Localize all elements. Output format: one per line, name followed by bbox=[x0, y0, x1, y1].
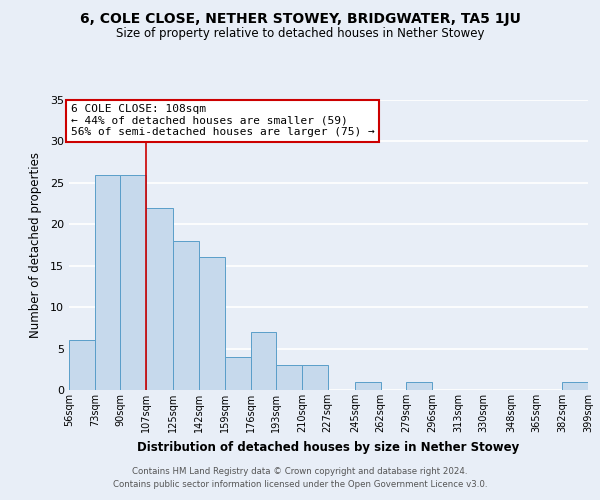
Text: Contains HM Land Registry data © Crown copyright and database right 2024.: Contains HM Land Registry data © Crown c… bbox=[132, 467, 468, 476]
Text: 6, COLE CLOSE, NETHER STOWEY, BRIDGWATER, TA5 1JU: 6, COLE CLOSE, NETHER STOWEY, BRIDGWATER… bbox=[80, 12, 520, 26]
Bar bbox=[199, 258, 225, 390]
Bar bbox=[406, 382, 432, 390]
Bar bbox=[121, 174, 146, 390]
Bar bbox=[225, 357, 251, 390]
Text: Contains public sector information licensed under the Open Government Licence v3: Contains public sector information licen… bbox=[113, 480, 487, 489]
Bar bbox=[276, 365, 302, 390]
Y-axis label: Number of detached properties: Number of detached properties bbox=[29, 152, 41, 338]
X-axis label: Distribution of detached houses by size in Nether Stowey: Distribution of detached houses by size … bbox=[137, 440, 520, 454]
Bar bbox=[562, 382, 588, 390]
Text: Size of property relative to detached houses in Nether Stowey: Size of property relative to detached ho… bbox=[116, 28, 484, 40]
Bar bbox=[173, 241, 199, 390]
Text: 6 COLE CLOSE: 108sqm
← 44% of detached houses are smaller (59)
56% of semi-detac: 6 COLE CLOSE: 108sqm ← 44% of detached h… bbox=[71, 104, 374, 138]
Bar bbox=[69, 340, 95, 390]
Bar bbox=[302, 365, 328, 390]
Bar bbox=[251, 332, 276, 390]
Bar bbox=[146, 208, 173, 390]
Bar bbox=[95, 174, 121, 390]
Bar bbox=[355, 382, 381, 390]
